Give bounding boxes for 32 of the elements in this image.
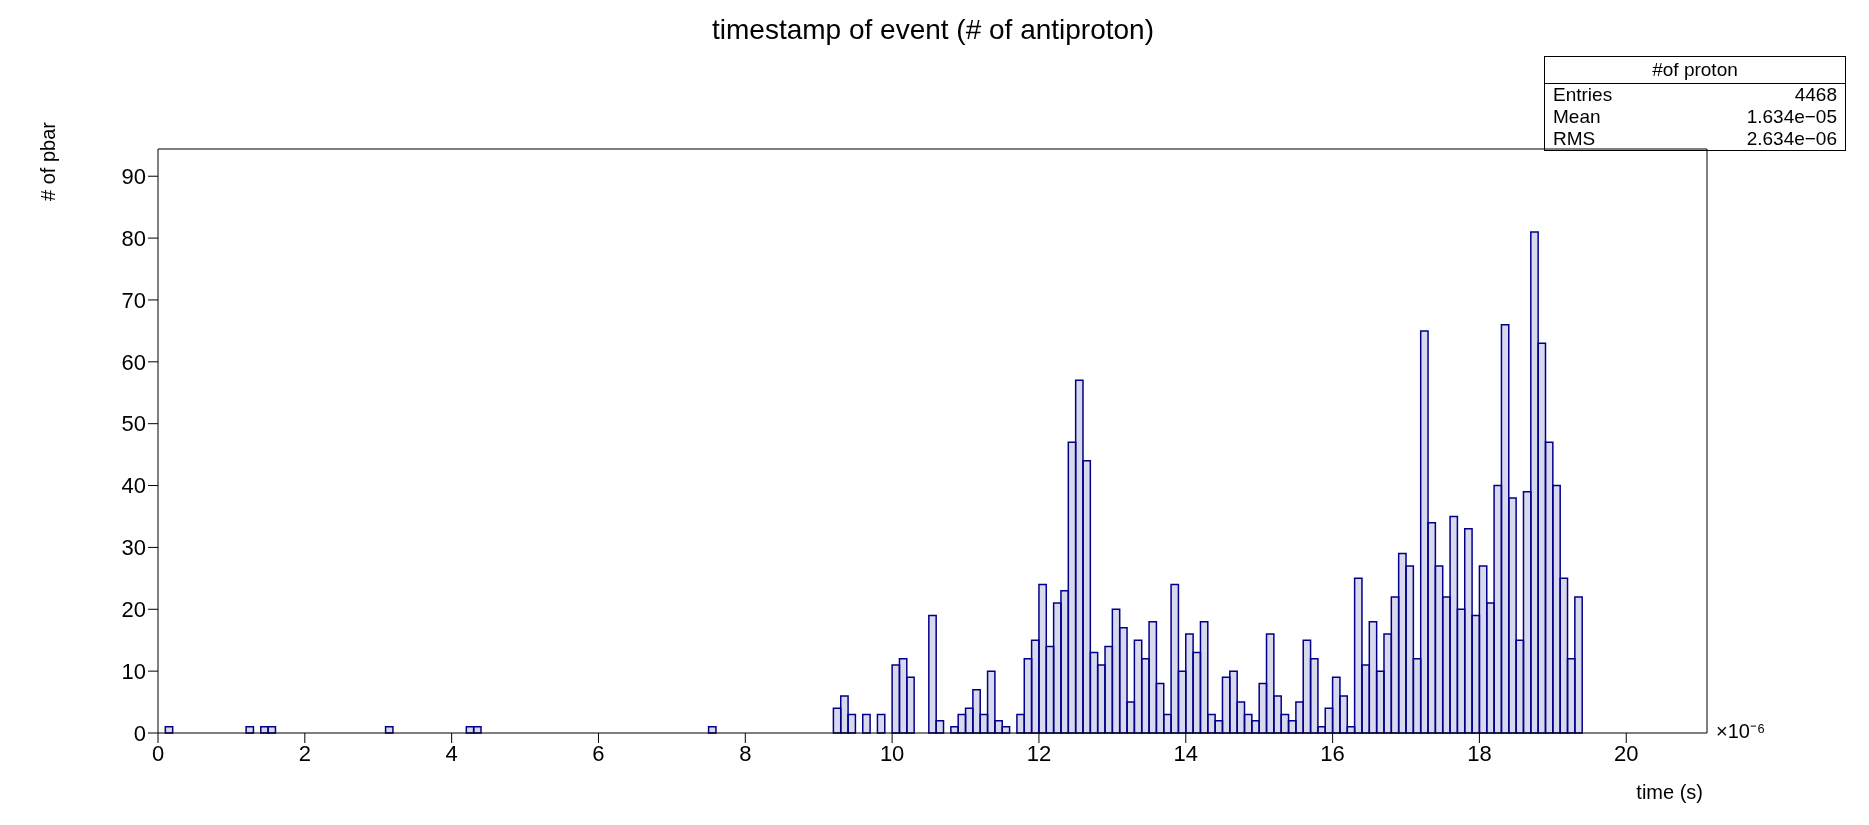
annotation: RMS bbox=[1553, 128, 1596, 150]
text: Mean bbox=[1553, 106, 1601, 128]
y-axis-title: # of pbar bbox=[37, 121, 60, 201]
y-tick-label: 60 bbox=[121, 349, 146, 375]
y-tick-label: 90 bbox=[121, 164, 146, 190]
x-axis-title: time (s) bbox=[1636, 781, 1703, 803]
text: 1.634e−05 bbox=[1746, 106, 1837, 128]
x-tick-label: 16 bbox=[1320, 740, 1345, 766]
x-tick-label: 6 bbox=[592, 740, 605, 766]
x-tick-label: 8 bbox=[739, 740, 752, 766]
y-tick-label: 50 bbox=[121, 411, 146, 437]
x-tick-label: 2 bbox=[298, 740, 311, 766]
y-tick-label: 70 bbox=[121, 287, 146, 313]
y-tick-label: 80 bbox=[121, 225, 146, 251]
text: #of proton bbox=[1545, 57, 1845, 84]
text: 4468 bbox=[1794, 84, 1837, 106]
x-tick-label: 18 bbox=[1467, 740, 1492, 766]
y-tick-label: 10 bbox=[121, 658, 146, 684]
text: Entries bbox=[1553, 84, 1613, 106]
y-tick-label: 40 bbox=[121, 473, 146, 499]
text: ×10⁻⁶ bbox=[1716, 719, 1766, 744]
x-tick-label: 4 bbox=[445, 740, 458, 766]
chart-title: timestamp of event (# of antiproton) bbox=[711, 14, 1155, 46]
y-tick-label: 20 bbox=[121, 597, 146, 623]
x-tick-label: 0 bbox=[151, 740, 165, 766]
x-tick-label: 10 bbox=[879, 740, 905, 766]
text: 2.634e−06 bbox=[1746, 128, 1837, 150]
x-tick-label: 14 bbox=[1173, 740, 1199, 766]
y-tick-label: 0 bbox=[133, 720, 146, 746]
x-tick-label: 20 bbox=[1614, 740, 1639, 766]
x-tick-label: 12 bbox=[1026, 740, 1052, 766]
y-tick-label: 30 bbox=[121, 535, 146, 561]
